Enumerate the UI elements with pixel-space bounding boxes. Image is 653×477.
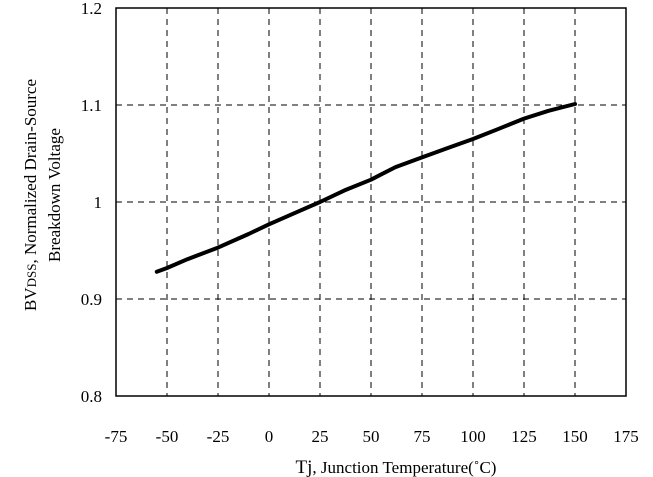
x-tick-label: -75	[105, 427, 128, 446]
x-tick-label: 0	[265, 427, 274, 446]
x-axis-title-symbol: Tj	[296, 457, 313, 477]
x-tick-label: 150	[562, 427, 588, 446]
y-tick-label: 0.9	[81, 290, 102, 309]
x-tick-label: 25	[312, 427, 329, 446]
data-series	[154, 102, 577, 274]
y-axis-title-subscript: DSS	[24, 264, 39, 288]
y-tick-label: 1	[94, 193, 103, 212]
series-line-0	[154, 102, 577, 274]
y-tick-label: 1.2	[81, 0, 102, 18]
x-tick-label: 75	[414, 427, 431, 446]
y-axis-ticks: 0.8 0.9 1 1.1 1.2	[81, 0, 102, 406]
x-tick-label: -50	[156, 427, 179, 446]
y-axis-title-line1: BVDSS, Normalized Drain-Source	[21, 79, 40, 311]
x-tick-label: -25	[207, 427, 230, 446]
y-tick-label: 1.1	[81, 96, 102, 115]
grid	[116, 8, 626, 396]
x-tick-label: 125	[511, 427, 537, 446]
x-axis-title: Tj, Junction Temperature(˚C)	[296, 457, 497, 477]
plot-frame	[115, 7, 627, 397]
y-tick-label: 0.8	[81, 387, 102, 406]
y-axis-title: BVDSS, Normalized Drain-Source Breakdown…	[21, 79, 64, 311]
x-tick-label: 100	[460, 427, 486, 446]
y-axis-title-rest: , Normalized Drain-Source	[21, 79, 40, 264]
x-tick-label: 50	[363, 427, 380, 446]
x-axis-title-text: , Junction Temperature(˚C)	[312, 458, 496, 477]
y-axis-title-prefix: BV	[21, 287, 40, 311]
y-axis-title-line2: Breakdown Voltage	[45, 128, 64, 262]
x-tick-label: 175	[613, 427, 639, 446]
x-axis-ticks: -75 -50 -25 0 25 50 75 100 125 150 175	[105, 427, 639, 446]
